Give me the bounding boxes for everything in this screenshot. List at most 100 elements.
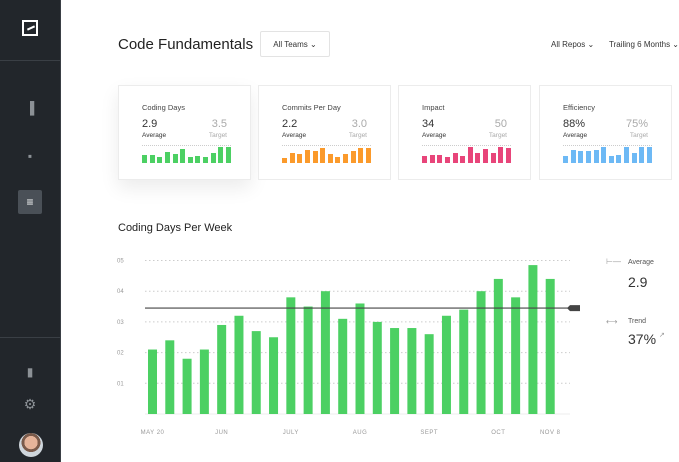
- card-target: 3.0: [351, 118, 367, 130]
- average-value: 2.9: [628, 274, 648, 290]
- bar: [199, 349, 209, 414]
- mini-bar: [429, 155, 435, 163]
- mini-bar: [180, 148, 186, 163]
- bar: [493, 278, 503, 414]
- bar: [372, 321, 382, 414]
- mini-bar: [164, 151, 170, 163]
- coding-days-chart: 01 02 03 04 05 MAY 20 JUN JULY AUG SEPT OCT NOV 8: [117, 259, 580, 436]
- trend-label: Trend: [628, 318, 647, 325]
- divider: [0, 60, 61, 61]
- mini-bar: [210, 153, 216, 163]
- mini-bar: [639, 147, 645, 163]
- mini-bar: [203, 157, 208, 163]
- mini-bar: [452, 153, 458, 163]
- mini-bar: [608, 155, 614, 163]
- range-label: Trailing 6 Months: [609, 40, 671, 49]
- card-average-label: Average: [563, 132, 588, 139]
- mini-bar: [218, 147, 224, 163]
- bar: [338, 318, 348, 414]
- metric-card[interactable]: Commits Per Day 2.2 Average 3.0 Target: [258, 85, 391, 180]
- bar: [511, 297, 521, 414]
- card-target: 75%: [625, 118, 648, 130]
- y-tick-label: 02: [117, 351, 124, 357]
- mini-bar: [422, 155, 427, 163]
- gear-icon[interactable]: ⚙: [23, 395, 37, 412]
- chevron-down-icon: ⌄: [585, 40, 595, 49]
- bar: [459, 309, 469, 414]
- mini-bar: [335, 156, 341, 163]
- avatar[interactable]: [19, 433, 43, 457]
- stack-icon[interactable]: ≡: [18, 190, 42, 214]
- repos-label: All Repos: [551, 40, 586, 49]
- divider: [0, 337, 61, 338]
- range-dropdown[interactable]: Trailing 6 Months ⌄: [609, 40, 679, 49]
- mini-bar: [142, 155, 147, 163]
- mini-bar: [483, 148, 488, 163]
- mini-bar: [304, 150, 310, 163]
- mini-bar: [578, 151, 584, 163]
- metric-card[interactable]: Efficiency 88% Average 75% Target: [539, 85, 672, 180]
- x-tick-label: NOV 8: [540, 430, 561, 436]
- bar: [251, 331, 261, 414]
- book-icon[interactable]: ▮: [26, 365, 34, 379]
- mini-bar: [187, 156, 193, 163]
- card-average: 2.9: [142, 118, 158, 130]
- bar: [476, 291, 486, 414]
- mini-bar: [601, 147, 607, 163]
- mini-bar: [460, 155, 466, 163]
- bar: [407, 328, 417, 414]
- card-average: 88%: [563, 118, 586, 130]
- card-average: 2.2: [282, 118, 298, 130]
- comment-icon[interactable]: ▪: [27, 149, 33, 163]
- bar: [424, 334, 434, 414]
- chevron-down-icon: ⌄: [307, 39, 317, 49]
- mini-bar: [467, 147, 473, 163]
- bar: [148, 349, 157, 414]
- mini-bar: [327, 154, 333, 163]
- mini-bar: [444, 156, 450, 163]
- bar: [528, 265, 538, 414]
- x-tick-label: AUG: [353, 430, 368, 436]
- average-icon: ⊢—: [606, 257, 621, 266]
- y-tick-label: 05: [117, 259, 124, 265]
- mini-bar: [646, 147, 652, 163]
- bar: [355, 303, 365, 414]
- mini-bar: [475, 153, 481, 163]
- mini-bar: [585, 151, 591, 163]
- mini-bar: [616, 155, 622, 163]
- mini-bar: [289, 153, 295, 163]
- card-average-label: Average: [142, 132, 167, 139]
- sidebar: ▐ ▪ ≡ ▮ ⚙: [0, 0, 61, 462]
- bar: [441, 315, 451, 414]
- bar-chart-icon[interactable]: ▐: [25, 101, 35, 115]
- logo-icon[interactable]: [22, 20, 38, 36]
- card-average: 34: [422, 118, 435, 130]
- mini-bar: [570, 150, 576, 163]
- mini-bar: [320, 147, 326, 163]
- arrow-up-right-icon: ↗: [659, 332, 665, 339]
- y-tick-label: 03: [117, 320, 124, 326]
- card-target: 3.5: [211, 118, 227, 130]
- mini-bar: [505, 147, 511, 163]
- mini-bar: [563, 155, 568, 163]
- mini-bar: [343, 154, 348, 163]
- page-title: Code Fundamentals: [118, 36, 254, 53]
- trend-icon: ⟷: [606, 317, 618, 326]
- chevron-down-icon: ⌄: [670, 40, 679, 49]
- card-label: Coding Days: [142, 103, 185, 112]
- mini-bar: [225, 147, 231, 163]
- mini-bar: [624, 147, 629, 163]
- metric-card[interactable]: Impact 34 Average 50 Target: [398, 85, 531, 180]
- mini-bar: [157, 157, 163, 163]
- metric-card[interactable]: Coding Days 2.9 Average 3.5 Target: [118, 85, 251, 180]
- repos-dropdown[interactable]: All Repos ⌄: [551, 40, 594, 49]
- bar: [303, 306, 313, 414]
- mini-bar: [282, 158, 287, 163]
- mini-bar: [365, 147, 371, 163]
- mini-bar: [498, 147, 504, 163]
- mini-bar-chart: [282, 145, 371, 163]
- mini-bar-chart: [563, 145, 652, 163]
- mini-bar: [195, 155, 201, 163]
- card-label: Efficiency: [563, 103, 595, 112]
- teams-dropdown[interactable]: All Teams ⌄: [260, 31, 330, 57]
